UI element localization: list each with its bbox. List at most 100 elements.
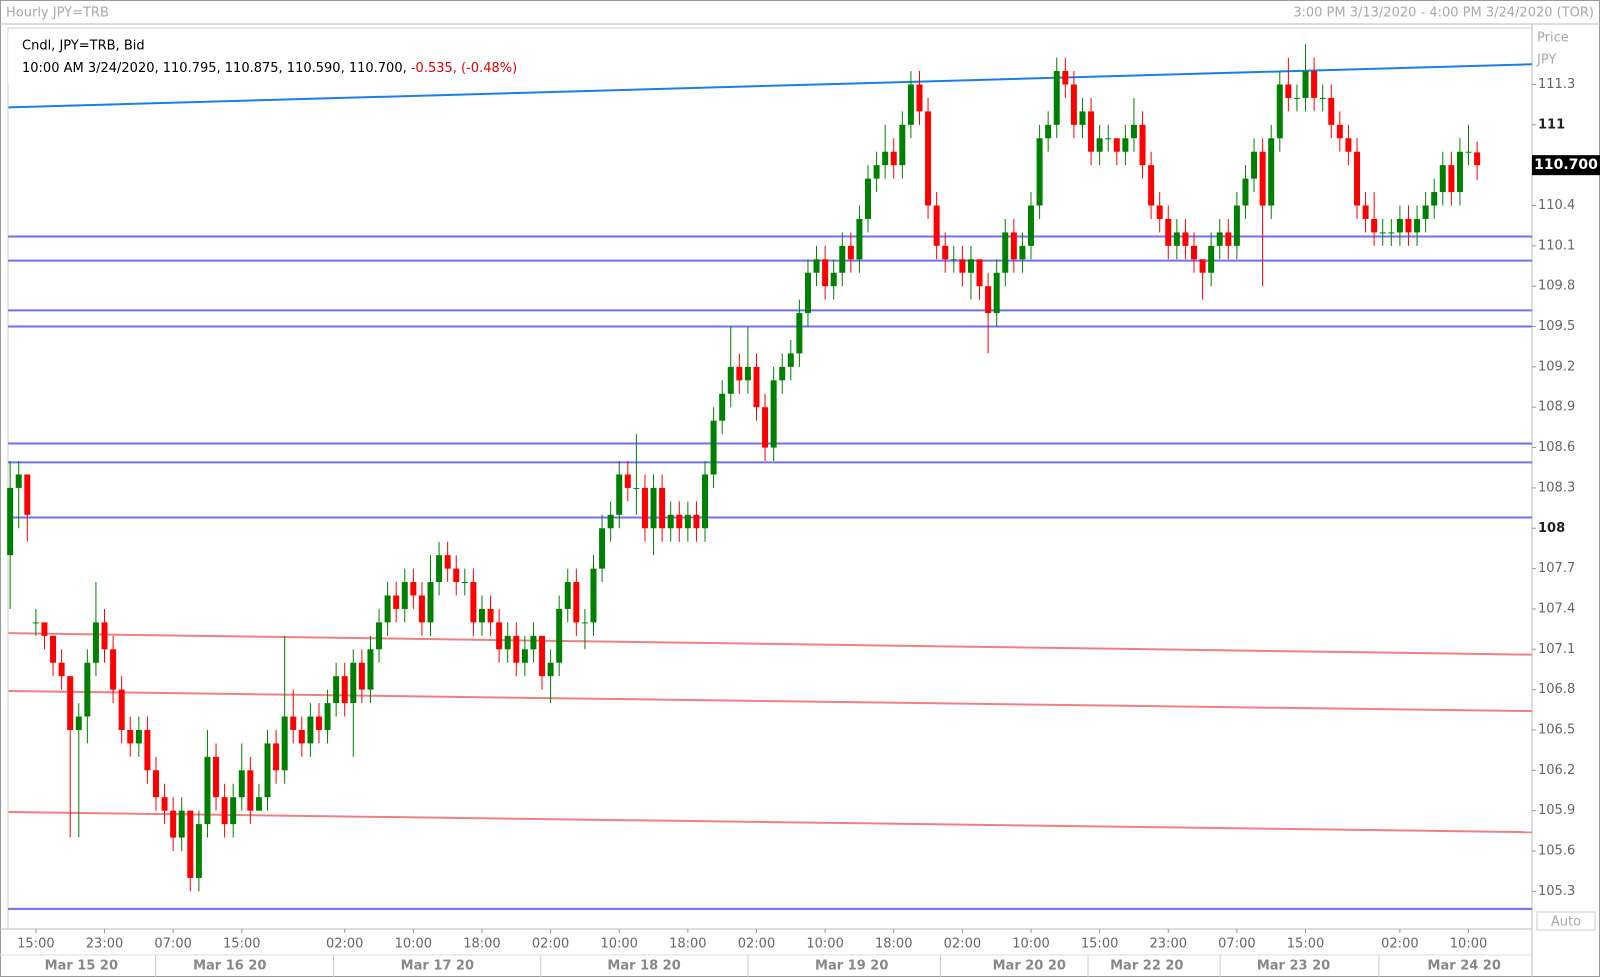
candle-body	[32, 622, 39, 624]
x-tick-label: 07:00	[154, 937, 191, 952]
candle-body	[1002, 232, 1009, 273]
candle-body	[1422, 205, 1429, 219]
candle-body	[530, 635, 537, 650]
candle-body	[813, 259, 820, 273]
candle-body	[1105, 138, 1112, 140]
candle-body	[1345, 138, 1352, 152]
candle-body	[676, 514, 683, 529]
candle-body	[822, 259, 829, 287]
candle-body	[324, 703, 331, 730]
candle-body	[307, 716, 314, 744]
candle-body	[1465, 151, 1472, 153]
candle-body	[1328, 97, 1335, 125]
candle-body	[1242, 178, 1249, 206]
candle-body	[770, 380, 777, 448]
candle-body	[255, 797, 262, 811]
candle-body	[547, 662, 554, 677]
candle-body	[410, 582, 417, 596]
candle-body	[384, 595, 391, 623]
price-tag-label: 110.700	[1534, 157, 1598, 173]
candle-body	[178, 810, 185, 838]
candle-body	[315, 716, 322, 730]
candle-body	[693, 514, 700, 529]
y-tick-label: 106.8	[1538, 682, 1575, 697]
range-label: 3:00 PM 3/13/2020 - 4:00 PM 3/24/2020 (T…	[1293, 6, 1594, 21]
candle-body	[1353, 151, 1360, 206]
candle-body	[702, 474, 709, 529]
candle-body	[607, 514, 614, 529]
candle-body	[513, 635, 520, 663]
y-tick-label: 109.8	[1538, 279, 1575, 294]
candle-body	[461, 582, 468, 584]
x-tick-label: 10:00	[600, 937, 637, 952]
candle-body	[624, 474, 631, 488]
candle-body	[1362, 205, 1369, 219]
candle-body	[719, 393, 726, 421]
candle-body	[787, 353, 794, 367]
candle-body	[993, 272, 1000, 314]
candle-body	[882, 151, 889, 166]
trend-line	[8, 63, 1533, 109]
y-tick-label: 105.3	[1538, 884, 1575, 899]
candle-body	[1216, 232, 1223, 246]
candle-body	[41, 622, 48, 636]
candle-body	[135, 729, 142, 744]
candle-body	[1130, 124, 1137, 139]
candle-body	[1414, 218, 1421, 233]
candle-body	[1336, 124, 1343, 139]
candle-body	[907, 84, 914, 125]
candle-body	[1474, 152, 1481, 166]
date-label: Mar 17 20	[401, 959, 474, 974]
candle-body	[942, 245, 949, 260]
candle-body	[152, 770, 159, 798]
candle-body	[264, 743, 271, 798]
legend-bg	[8, 33, 568, 83]
y-tick-label: 111.3	[1538, 77, 1575, 92]
y-tick-label: 108.6	[1538, 440, 1575, 455]
candle-body	[1371, 218, 1378, 233]
x-tick-label: 10:00	[1450, 937, 1487, 952]
date-label: Mar 24 20	[1428, 959, 1501, 974]
candle-body	[736, 366, 743, 381]
candle-body	[230, 797, 237, 825]
candle-body	[453, 568, 460, 583]
y-tick-label: 109.5	[1538, 319, 1575, 334]
candle-body	[650, 487, 657, 529]
scale-mode[interactable]: Auto	[1551, 915, 1581, 930]
candle-body	[376, 622, 383, 650]
candle-body	[75, 716, 82, 730]
candle-body	[1439, 165, 1446, 193]
candle-body	[238, 770, 245, 798]
legend-values: 10:00 AM 3/24/2020, 110.795, 110.875, 11…	[22, 61, 407, 76]
candle-body	[1225, 232, 1232, 246]
candle-body	[616, 474, 623, 515]
trend-line	[8, 811, 1533, 834]
price-tag	[1532, 155, 1600, 176]
candle-body	[444, 555, 451, 569]
candle-body	[1088, 111, 1095, 152]
candle-body	[1396, 218, 1403, 233]
candle-body	[856, 218, 863, 260]
candle-body	[58, 662, 65, 677]
y-tick-label: 105.6	[1538, 844, 1575, 859]
candle-body	[144, 729, 151, 771]
date-label: Mar 16 20	[193, 959, 266, 974]
legend-change: -0.535, (-0.48%)	[411, 61, 517, 76]
candle-body	[684, 514, 691, 529]
candle-body	[1173, 232, 1180, 246]
candle-body	[1233, 205, 1240, 246]
candle-body	[127, 729, 134, 744]
y-tick-label: 110.4	[1538, 198, 1575, 213]
candle-body	[470, 582, 477, 623]
candle-body	[659, 487, 666, 529]
y-tick-label: 108.9	[1538, 400, 1575, 415]
candle-body	[1319, 97, 1326, 99]
candle-body	[187, 810, 194, 878]
scale-button[interactable]	[1536, 911, 1596, 931]
candle-body	[967, 259, 974, 273]
x-tick-label: 02:00	[532, 937, 569, 952]
candle-body	[247, 770, 254, 811]
date-label: Mar 19 20	[815, 959, 888, 974]
candle-body	[1448, 165, 1455, 193]
candle-body	[427, 582, 434, 623]
